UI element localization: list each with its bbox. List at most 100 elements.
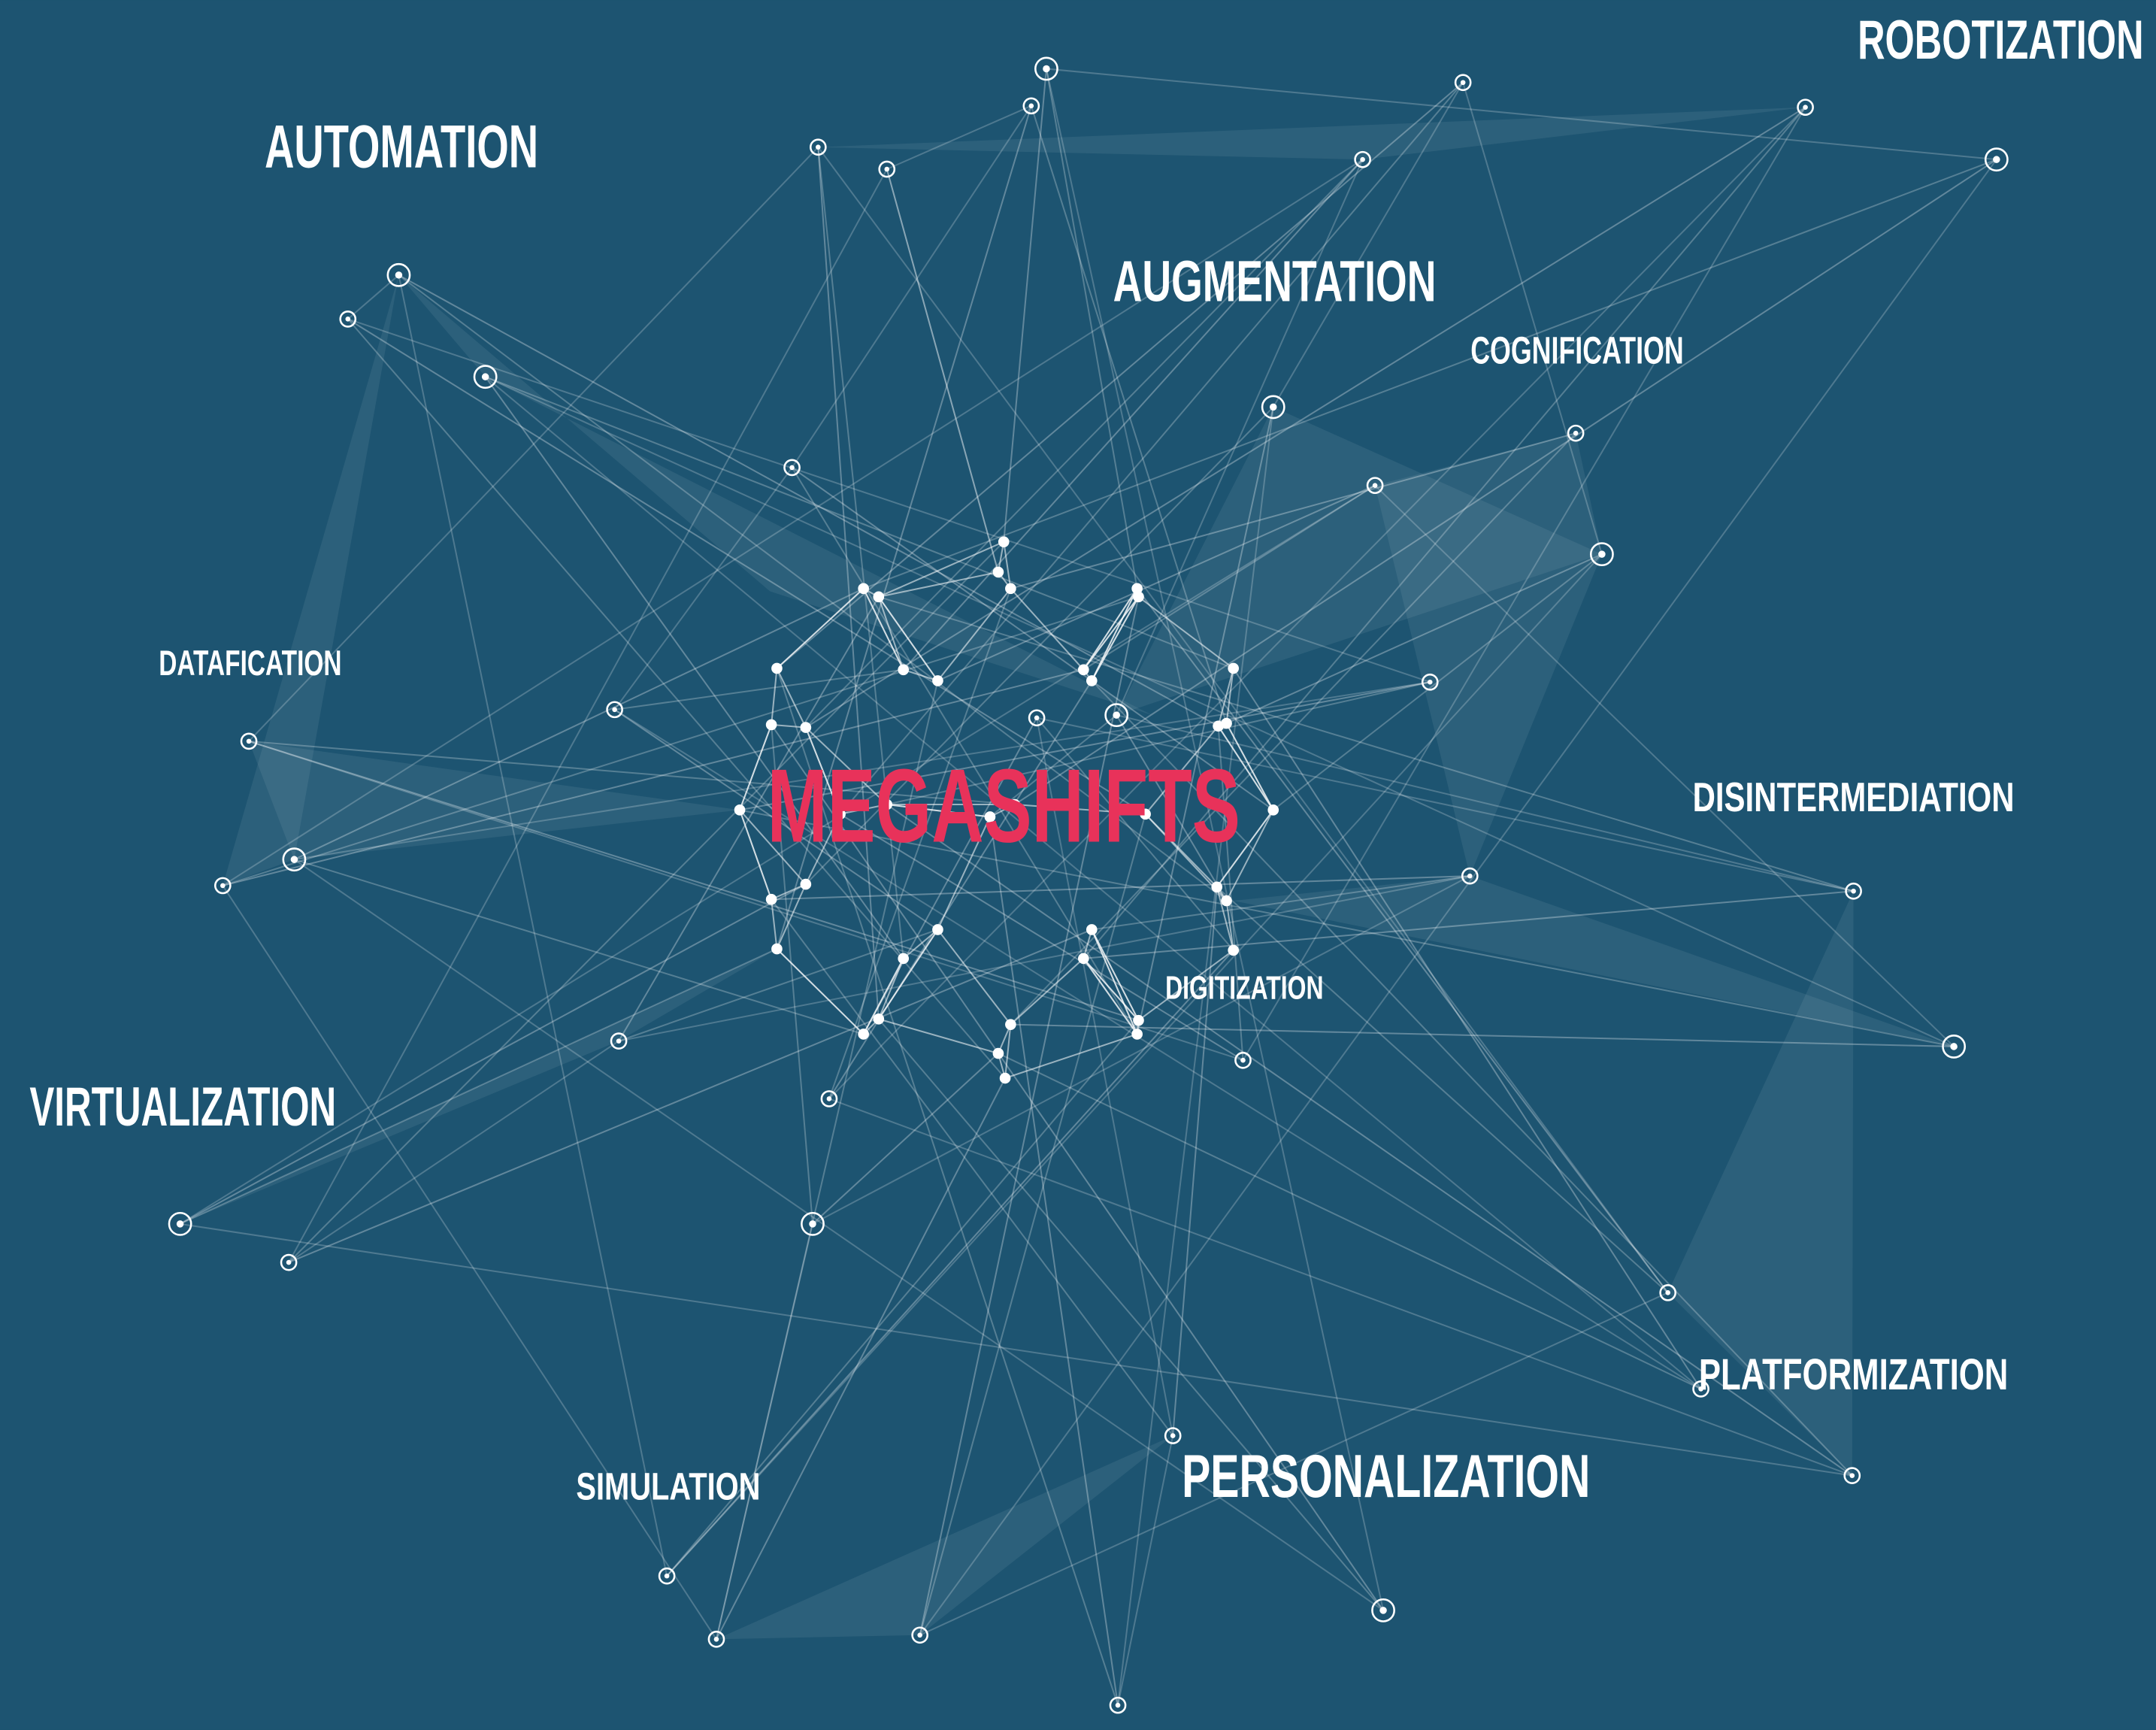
edge bbox=[1136, 588, 1669, 1293]
edge bbox=[739, 724, 773, 810]
edge bbox=[1083, 958, 1140, 1021]
edge bbox=[347, 318, 1006, 1079]
edge bbox=[1036, 717, 1854, 892]
edge bbox=[1010, 1023, 1955, 1047]
edge bbox=[812, 1053, 999, 1225]
edge bbox=[877, 596, 939, 681]
edge bbox=[776, 81, 1464, 669]
edge bbox=[771, 883, 807, 901]
edge bbox=[877, 929, 939, 1020]
node-ring bbox=[280, 1253, 298, 1271]
node-ring bbox=[610, 1032, 628, 1050]
edge bbox=[776, 668, 1119, 1706]
node-dot bbox=[1993, 156, 2000, 163]
edge bbox=[771, 723, 806, 729]
edge bbox=[771, 875, 1470, 901]
edge bbox=[618, 929, 938, 1042]
edge bbox=[804, 813, 841, 885]
edge bbox=[817, 147, 1669, 1293]
node-ring bbox=[1845, 882, 1862, 900]
node-dot bbox=[286, 1259, 292, 1265]
node-ring bbox=[820, 1090, 838, 1107]
shaded-area bbox=[249, 741, 740, 860]
shaded-area bbox=[223, 274, 399, 886]
core-node bbox=[881, 798, 893, 810]
node-dot bbox=[1034, 715, 1040, 721]
edge bbox=[776, 883, 807, 950]
node-ring bbox=[1454, 74, 1472, 92]
core-node bbox=[1086, 924, 1098, 935]
edge bbox=[614, 708, 938, 931]
edge bbox=[347, 318, 1431, 683]
edge bbox=[739, 809, 1955, 1047]
core-node bbox=[873, 1013, 885, 1025]
edge bbox=[180, 484, 1376, 1225]
node-ring bbox=[801, 1211, 825, 1236]
edge bbox=[716, 1077, 1006, 1640]
core-node bbox=[1005, 583, 1016, 595]
shift-label: AUTOMATION bbox=[265, 113, 538, 180]
edge bbox=[804, 727, 841, 815]
node-ring bbox=[1354, 150, 1371, 168]
node-dot bbox=[1665, 1290, 1670, 1295]
edge bbox=[288, 1040, 619, 1263]
title: MEGASHIFTS bbox=[768, 748, 1240, 865]
edge bbox=[886, 105, 1032, 170]
edge bbox=[1091, 680, 1853, 1477]
shaded-area bbox=[1375, 433, 1602, 877]
edge bbox=[1232, 668, 1702, 1389]
edge bbox=[1046, 68, 1997, 161]
edge bbox=[998, 1053, 1702, 1390]
node-dot bbox=[884, 166, 890, 172]
edge bbox=[1036, 717, 1174, 1436]
edge bbox=[1004, 1033, 1137, 1079]
edge bbox=[877, 596, 904, 671]
shaded-area bbox=[1116, 407, 1602, 716]
edge bbox=[886, 168, 999, 573]
core-node bbox=[771, 943, 783, 955]
edge bbox=[222, 885, 717, 1640]
core-node bbox=[1133, 1014, 1144, 1026]
edge bbox=[614, 708, 1702, 1390]
edge bbox=[1136, 407, 1274, 1035]
node-ring bbox=[1034, 56, 1058, 81]
edges bbox=[180, 68, 1997, 1706]
core-node bbox=[834, 808, 846, 820]
node-ring bbox=[1567, 424, 1585, 442]
node-dot bbox=[1849, 1473, 1855, 1478]
node-ring bbox=[1659, 1284, 1677, 1301]
core-node bbox=[992, 1047, 1004, 1059]
nodes bbox=[168, 56, 2009, 1714]
edge bbox=[903, 668, 938, 682]
node-dot bbox=[1372, 483, 1378, 488]
core-node bbox=[1005, 1019, 1016, 1030]
core-node bbox=[1228, 944, 1240, 956]
shaded-area bbox=[818, 107, 1806, 160]
node-ring bbox=[1421, 673, 1439, 691]
edge bbox=[1217, 726, 1274, 810]
edge bbox=[1225, 668, 1234, 724]
node-dot bbox=[664, 1573, 670, 1579]
edge bbox=[840, 804, 887, 815]
shaded-areas bbox=[180, 107, 1955, 1640]
shift-label: ROBOTIZATION bbox=[1858, 9, 2143, 71]
edge bbox=[886, 804, 1853, 1477]
edge bbox=[1217, 726, 1244, 1061]
edge bbox=[828, 1098, 1853, 1477]
node-dot bbox=[789, 465, 795, 471]
node-dot bbox=[1043, 65, 1050, 73]
core-node bbox=[1267, 804, 1279, 816]
core-node bbox=[1140, 808, 1151, 820]
node-ring bbox=[1261, 395, 1285, 420]
core-node bbox=[765, 719, 777, 731]
core-node bbox=[1078, 664, 1089, 676]
edge bbox=[1374, 484, 1955, 1047]
core-node bbox=[858, 1029, 869, 1040]
edge bbox=[223, 668, 1084, 886]
edge bbox=[739, 810, 773, 900]
node-ring bbox=[1942, 1035, 1967, 1059]
edge bbox=[1116, 159, 1364, 716]
node-dot bbox=[1598, 550, 1606, 558]
node-dot bbox=[1028, 103, 1034, 109]
edge bbox=[613, 467, 793, 710]
